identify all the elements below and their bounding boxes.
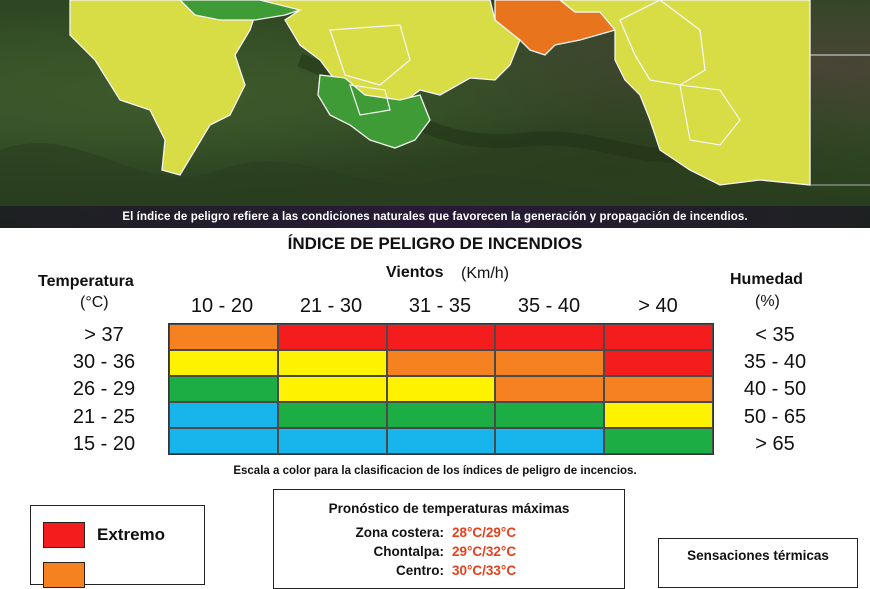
humidity-range: > 65: [755, 433, 795, 455]
wind-range: 10 - 20: [190, 295, 254, 317]
wind-unit: (Km/h): [461, 265, 509, 282]
grid-cell: [604, 350, 713, 376]
grid-cell: [169, 324, 278, 350]
map-caption: El índice de peligro refiere a las condi…: [0, 206, 870, 228]
grid-cell: [495, 324, 605, 350]
humidity-unit: (%): [755, 293, 780, 310]
temperature-range: > 37: [84, 324, 124, 346]
grid-cell: [277, 428, 387, 454]
humidity-range: 40 - 50: [743, 378, 807, 400]
forecast-zone: Zona costera:: [355, 525, 444, 540]
max-temperature-forecast: Pronóstico de temperaturas máximas Zona …: [273, 489, 625, 589]
grid-cell: [604, 428, 713, 454]
legend-swatch-extreme: [43, 522, 85, 548]
grid-cell: [495, 402, 605, 428]
forecast-value: 30°C/33°C: [452, 563, 517, 578]
humidity-title: Humedad: [730, 271, 803, 288]
legend-swatch-high: [43, 562, 85, 588]
temperature-range: 15 - 20: [72, 433, 136, 455]
municipality-regions: [0, 0, 870, 228]
scale-caption: Escala a color para la clasificacion de …: [233, 465, 637, 477]
temperature-range: 30 - 36: [72, 351, 136, 373]
forecast-zone: Centro:: [396, 563, 444, 578]
grid-cell: [386, 350, 496, 376]
grid-cell: [604, 402, 713, 428]
wind-range: 21 - 30: [299, 295, 363, 317]
forecast-value: 29°C/32°C: [452, 544, 517, 559]
grid-cell: [169, 402, 278, 428]
wind-range: 35 - 40: [517, 295, 581, 317]
grid-cell: [277, 402, 387, 428]
grid-cell: [169, 350, 278, 376]
grid-cell: [495, 376, 605, 402]
temperature-range: 26 - 29: [72, 378, 136, 400]
grid-cell: [604, 324, 713, 350]
temperature-title: Temperatura: [38, 273, 134, 290]
humidity-range: < 35: [755, 324, 795, 346]
fire-danger-map: El índice de peligro refiere a las condi…: [0, 0, 870, 228]
humidity-range: 50 - 65: [743, 406, 807, 428]
grid-cell: [277, 376, 387, 402]
grid-cell: [386, 376, 496, 402]
wind-range: > 40: [638, 295, 678, 317]
danger-index-grid: [168, 323, 714, 455]
grid-cell: [495, 350, 605, 376]
wind-title: Vientos: [386, 264, 444, 281]
grid-cell: [277, 324, 387, 350]
grid-cell: [277, 350, 387, 376]
legend-item: [43, 562, 97, 588]
danger-legend: Extremo: [30, 505, 205, 588]
grid-cell: [169, 428, 278, 454]
grid-cell: [386, 324, 496, 350]
grid-cell: [169, 376, 278, 402]
legend-item: Extremo: [43, 522, 165, 548]
grid-cell: [604, 376, 713, 402]
humidity-range: 35 - 40: [743, 351, 807, 373]
forecast-title: Pronóstico de temperaturas máximas: [328, 501, 570, 516]
forecast-value: 28°C/29°C: [452, 525, 517, 540]
wind-range: 31 - 35: [408, 295, 472, 317]
grid-cell: [495, 428, 605, 454]
temperature-range: 21 - 25: [72, 406, 136, 428]
legend-label: Extremo: [97, 525, 166, 544]
grid-cell: [386, 402, 496, 428]
index-title: ÍNDICE DE PELIGRO DE INCENDIOS: [287, 234, 583, 253]
sensations-title: Sensaciones térmicas: [687, 548, 829, 563]
thermal-sensations: Sensaciones térmicas: [658, 538, 858, 588]
grid-cell: [386, 428, 496, 454]
temperature-unit: (°C): [80, 294, 109, 311]
forecast-zone: Chontalpa:: [373, 544, 445, 559]
